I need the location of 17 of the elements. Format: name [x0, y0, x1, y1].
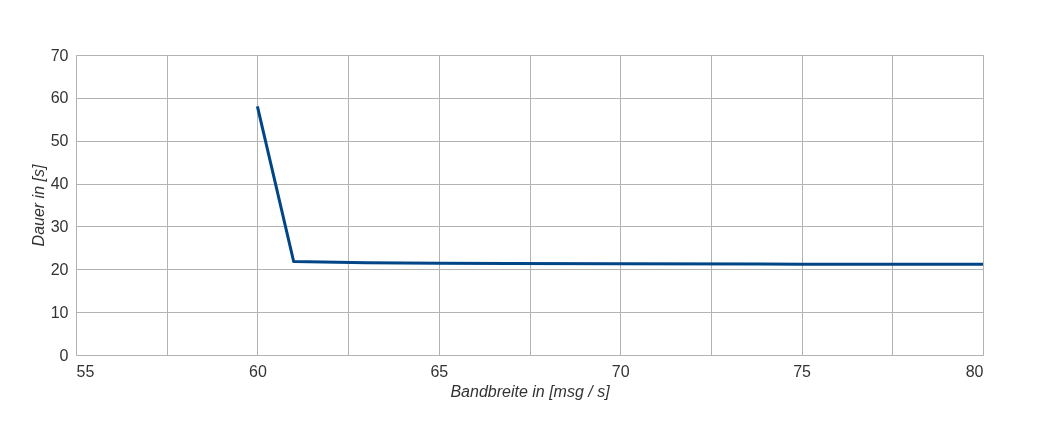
line-series [255, 104, 985, 266]
y-tick-label: 10 [50, 303, 69, 321]
y-tick-label: 70 [50, 46, 69, 64]
y-tick-label: 30 [50, 217, 69, 235]
x-tick-label: 65 [430, 362, 449, 380]
y-tick-label: 40 [50, 175, 69, 193]
x-tick-label: 70 [611, 362, 630, 380]
x-tick-label: 60 [249, 362, 267, 380]
x-tick-label: 80 [965, 362, 984, 380]
y-tick-label: 50 [50, 132, 69, 150]
y-tick-label: 20 [50, 260, 69, 278]
x-tick-label: 55 [76, 362, 95, 380]
y-tick-label: 0 [59, 346, 69, 364]
x-tick-label: 75 [793, 362, 812, 380]
y-axis-title: Dauer in [s] [29, 164, 47, 247]
y-tick-label: 60 [50, 89, 69, 107]
x-axis-title: Bandbreite in [msg / s] [450, 382, 611, 400]
